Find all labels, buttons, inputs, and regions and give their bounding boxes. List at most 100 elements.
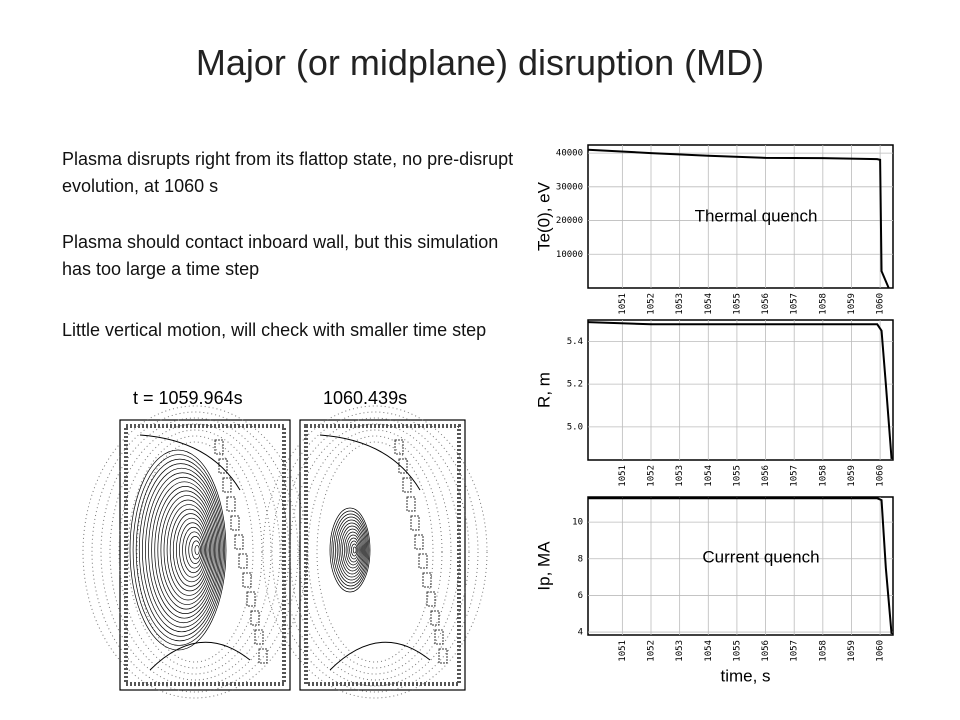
y-tick-label: 5.4 bbox=[567, 337, 583, 347]
x-tick-label: 1056 bbox=[761, 465, 771, 487]
flux-contour bbox=[194, 545, 200, 555]
coil bbox=[422, 572, 432, 588]
x-tick-label: 1052 bbox=[647, 640, 657, 662]
coil bbox=[230, 515, 240, 531]
y-tick-label: 5.2 bbox=[567, 380, 583, 390]
x-tick-label: 1051 bbox=[618, 640, 628, 662]
flux-contour bbox=[329, 507, 371, 593]
flux-contour bbox=[163, 499, 213, 601]
flux-contour bbox=[160, 495, 214, 605]
annotation: Current quench bbox=[702, 547, 819, 566]
x-tick-label: 1052 bbox=[647, 465, 657, 487]
coil bbox=[258, 648, 268, 664]
flux-dotted bbox=[100, 417, 290, 687]
flux-dotted bbox=[307, 435, 443, 669]
y-tick-label: 40000 bbox=[556, 149, 583, 159]
time-label: t = 1059.964s bbox=[133, 388, 243, 408]
x-tick-label: 1056 bbox=[761, 640, 771, 662]
y-tick-label: 5.0 bbox=[567, 422, 583, 432]
flux-contour bbox=[145, 472, 220, 628]
flux-contour bbox=[185, 531, 204, 569]
coil bbox=[246, 591, 256, 607]
flux-contour bbox=[349, 540, 359, 560]
x-tick-label: 1058 bbox=[818, 293, 828, 315]
flux-contour bbox=[182, 526, 205, 574]
plot-area bbox=[587, 496, 894, 636]
coil bbox=[398, 458, 408, 474]
y-axis-label: Te(0), eV bbox=[534, 181, 553, 251]
flux-contour bbox=[342, 528, 363, 572]
flux-contour bbox=[138, 463, 223, 637]
flux-contour bbox=[335, 516, 368, 584]
y-tick-label: 10 bbox=[572, 518, 583, 528]
wall bbox=[124, 424, 286, 686]
flux-contour bbox=[345, 534, 361, 566]
plot-area bbox=[587, 144, 894, 289]
flux-dotted bbox=[271, 411, 479, 693]
coil bbox=[426, 591, 436, 607]
x-tick-label: 1056 bbox=[761, 293, 771, 315]
coil bbox=[418, 553, 428, 569]
coil bbox=[238, 553, 248, 569]
paragraph: Plasma should contact inboard wall, but … bbox=[62, 232, 499, 279]
flux-dotted bbox=[127, 435, 263, 669]
flux-contour bbox=[331, 510, 370, 590]
line bbox=[587, 321, 893, 460]
x-tick-label: 1060 bbox=[876, 465, 886, 487]
flux-dotted bbox=[280, 417, 470, 687]
x-tick-label: 1055 bbox=[732, 293, 742, 315]
coil bbox=[434, 629, 444, 645]
coil bbox=[402, 477, 412, 493]
flux-contour bbox=[154, 486, 217, 614]
paragraph: Little vertical motion, will check with … bbox=[62, 320, 487, 340]
coil bbox=[226, 496, 236, 512]
coil bbox=[214, 439, 224, 455]
frame bbox=[299, 419, 466, 691]
flux-contour bbox=[132, 454, 226, 646]
y-axis-label: Ip, MA bbox=[534, 541, 553, 591]
x-tick-label: 1060 bbox=[876, 293, 886, 315]
time-label: 1060.439s bbox=[323, 388, 408, 408]
coil bbox=[438, 648, 448, 664]
coil bbox=[406, 496, 416, 512]
x-tick-label: 1059 bbox=[847, 293, 857, 315]
flux-contour bbox=[172, 513, 209, 587]
y-tick-label: 10000 bbox=[556, 250, 583, 260]
y-tick-label: 6 bbox=[578, 591, 583, 601]
x-tick-label: 1054 bbox=[704, 293, 714, 315]
y-tick-label: 20000 bbox=[556, 216, 583, 226]
coil bbox=[250, 610, 260, 626]
x-tick-label: 1053 bbox=[675, 465, 685, 487]
coil bbox=[254, 629, 264, 645]
x-tick-label: 1060 bbox=[876, 640, 886, 662]
flux-contour bbox=[142, 467, 222, 633]
separatrix bbox=[319, 434, 431, 671]
y-tick-label: 4 bbox=[578, 628, 583, 638]
y-axis-label: R, m bbox=[534, 372, 553, 408]
x-tick-label: 1052 bbox=[647, 293, 657, 315]
coil bbox=[394, 439, 404, 455]
coil bbox=[222, 477, 232, 493]
flux-dotted bbox=[118, 429, 272, 675]
separatrix bbox=[139, 434, 251, 671]
coil bbox=[430, 610, 440, 626]
y-tick-label: 8 bbox=[578, 554, 583, 564]
flux-contour bbox=[347, 537, 360, 563]
slide-title: Major (or midplane) disruption (MD) bbox=[195, 42, 765, 83]
flux-contour bbox=[338, 522, 365, 578]
flux-contour bbox=[129, 449, 227, 651]
flux-contour bbox=[157, 490, 215, 610]
x-tick-label: 1053 bbox=[675, 640, 685, 662]
x-tick-label: 1054 bbox=[704, 640, 714, 662]
x-tick-label: 1051 bbox=[618, 293, 628, 315]
x-tick-label: 1051 bbox=[618, 465, 628, 487]
flux-dotted bbox=[136, 441, 254, 663]
coil bbox=[234, 534, 244, 550]
x-tick-label: 1055 bbox=[732, 465, 742, 487]
flux-contour bbox=[188, 536, 203, 564]
x-tick-label: 1057 bbox=[790, 465, 800, 487]
x-tick-label: 1055 bbox=[732, 640, 742, 662]
flux-contour bbox=[166, 504, 212, 596]
